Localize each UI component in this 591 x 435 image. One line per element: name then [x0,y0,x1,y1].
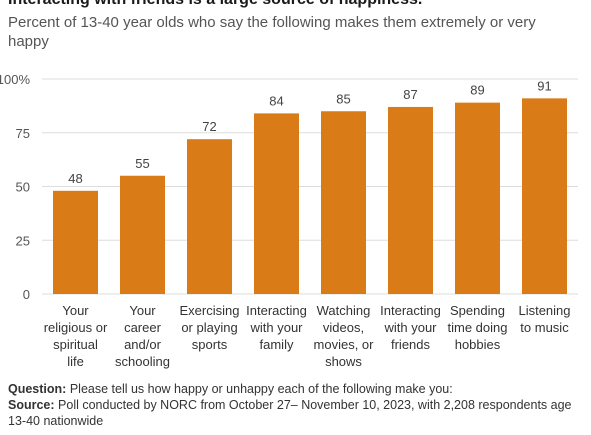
x-tick-label-line: sports [192,337,228,352]
y-tick-label: 0 [23,287,30,302]
bar [522,98,567,294]
question-text: Please tell us how happy or unhappy each… [69,382,453,396]
x-tick-label-line: religious or [44,320,108,335]
x-tick-label-line: schooling [115,354,170,369]
bar [53,190,98,294]
x-tick-label: Exercising or playing sports [180,303,240,352]
x-tick-label-line: Watching [317,303,371,318]
data-label: 89 [470,83,484,98]
x-tick-label-line: Your [129,303,156,318]
x-tick-label-line: Exercising [180,303,240,318]
x-tick-label-line: hobbies [455,337,501,352]
question-label: Question: [8,382,67,396]
x-tick-label-line: family [260,337,294,352]
data-label: 48 [68,171,82,186]
source-note: Source: Poll conducted by NORC from Octo… [8,397,588,429]
chart-footer: Question: Please tell us how happy or un… [8,381,588,429]
x-tick-label-line: career [124,320,162,335]
x-tick-label-line: shows [325,354,362,369]
x-tick-label-line: Interacting [380,303,441,318]
x-tick-label-line: Your [62,303,89,318]
x-tick-label-line: to music [520,320,569,335]
y-tick-label: 50 [16,180,30,195]
data-label: 85 [336,91,350,106]
x-tick-label: Watching videos, movies, or shows [314,303,375,369]
x-tick-label-line: with your [249,320,303,335]
x-tick-label-line: with your [383,320,437,335]
x-tick-label-line: movies, or [314,337,375,352]
x-tick-label: Interacting with your family [246,303,307,352]
data-label: 87 [403,87,417,102]
y-tick-label: 75 [16,126,30,141]
x-tick-label-line: videos, [323,320,364,335]
x-tick-label-line: Spending [450,303,505,318]
bar [321,111,366,294]
data-label: 91 [537,78,551,93]
x-tick-label-line: friends [391,337,431,352]
x-tick-label: Spending time doing hobbies [448,303,508,352]
bar [254,113,299,295]
y-tick-label: 25 [16,233,30,248]
x-tick-label: Your career and/or schooling [115,303,170,369]
bar [187,139,232,294]
bar [388,106,433,294]
x-tick-label-line: Interacting [246,303,307,318]
x-tick-label-line: life [67,354,84,369]
x-tick-label: Interacting with your friends [380,303,441,352]
x-tick-label-line: or playing [181,320,237,335]
x-tick-label: Your religious or spiritual life [44,303,108,369]
bar [120,175,165,294]
data-label: 84 [269,93,283,108]
x-tick-label: Listening to music [518,303,570,335]
bar-chart: 0 25 50 75 100% 48 Your religious or spiritual li… [0,72,578,369]
x-tick-label-line: Listening [518,303,570,318]
chart-subtitle: Percent of 13-40 year olds who say the f… [8,14,536,50]
bar [455,102,500,295]
x-tick-label-line: spiritual [53,337,98,352]
source-label: Source: [8,398,55,412]
x-tick-label-line: time doing [448,320,508,335]
data-label: 55 [135,156,149,171]
data-label: 72 [202,119,216,134]
chart-title: Interacting with friends is a large sour… [8,0,588,9]
source-text: Poll conducted by NORC from October 27– … [8,398,572,428]
x-tick-label-line: and/or [124,337,162,352]
y-tick-label: 100% [0,72,30,87]
question-note: Question: Please tell us how happy or un… [8,381,588,397]
